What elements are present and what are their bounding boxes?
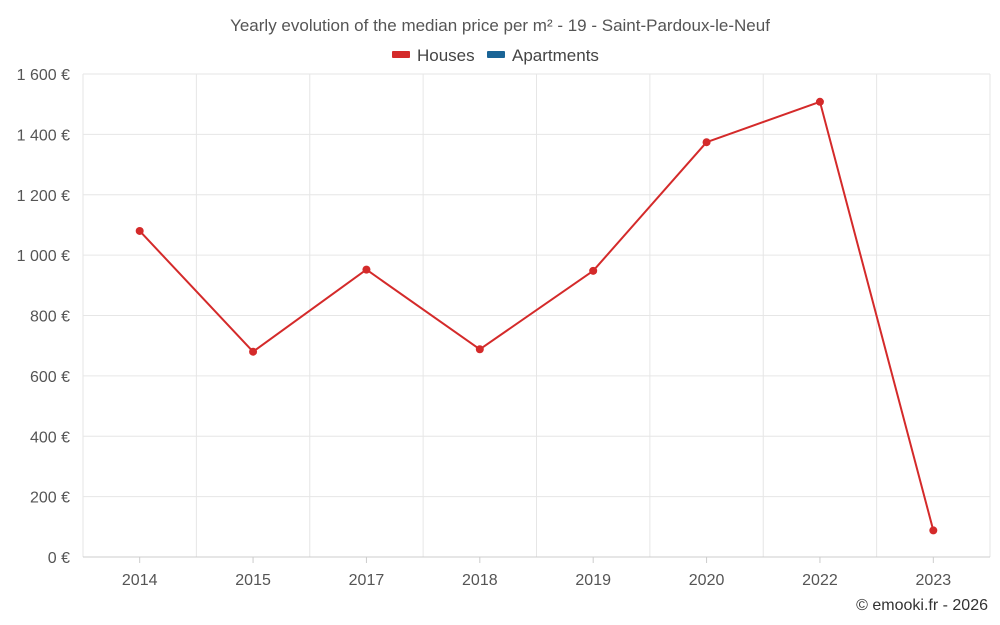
series-houses [135,97,938,535]
data-point-houses[interactable] [702,138,711,147]
series-line-houses [138,100,935,531]
x-tick-label: 2015 [235,572,271,589]
data-point-houses[interactable] [589,266,598,275]
y-tick-label: 400 € [30,429,70,446]
legend-label-apartments: Apartments [512,46,599,65]
x-tick-label: 2014 [122,572,158,589]
data-point-houses[interactable] [815,97,824,106]
y-axis: 0 € 200 € 400 € 600 € 800 € 1 000 € 1 200 € 1 4… [17,67,70,567]
y-tick-label: 0 € [48,550,70,567]
legend-item-apartments[interactable]: Apartments [487,46,599,65]
x-tick-label: 2017 [349,572,385,589]
y-tick-label: 1 600 € [17,67,70,84]
legend-label-houses: Houses [417,46,475,65]
x-tick-label: 2019 [575,572,611,589]
x-tick-label: 2023 [916,572,952,589]
legend-swatch-houses [392,51,410,58]
x-tick-label: 2022 [802,572,838,589]
data-point-houses[interactable] [135,226,144,235]
legend-item-houses[interactable]: Houses [392,46,475,65]
data-point-houses[interactable] [929,526,938,535]
y-tick-label: 200 € [30,490,70,507]
y-tick-label: 1 000 € [17,248,70,265]
x-tick-label: 2018 [462,572,498,589]
data-point-houses[interactable] [475,345,484,354]
y-tick-label: 1 400 € [17,127,70,144]
x-axis: 2014 2015 2017 2018 2019 2020 2022 2023 [83,556,990,589]
data-point-houses[interactable] [249,347,258,356]
y-tick-label: 1 200 € [17,188,70,205]
credit-text: © emooki.fr - 2026 [856,597,988,614]
data-point-houses[interactable] [362,265,371,274]
y-tick-label: 600 € [30,369,70,386]
grid [82,73,991,557]
legend: Houses Apartments [392,46,599,65]
legend-swatch-apartments [487,51,505,58]
y-tick-label: 800 € [30,309,70,326]
x-tick-label: 2020 [689,572,725,589]
chart-title: Yearly evolution of the median price per… [230,16,770,35]
